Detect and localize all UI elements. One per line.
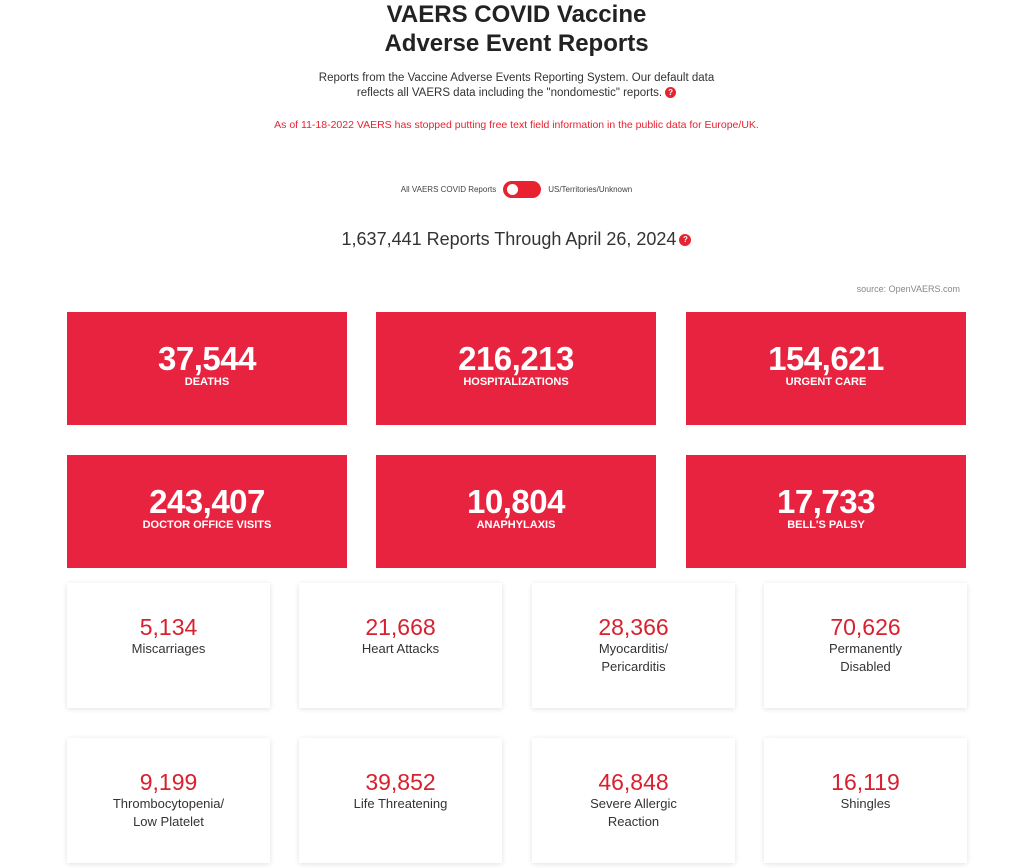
stat-label: URGENT CARE [785, 376, 867, 388]
stat-card-thrombocytopenia[interactable]: 9,199 Thrombocytopenia/ Low Platelet [67, 738, 270, 863]
stat-label: DOCTOR OFFICE VISITS [142, 519, 272, 531]
reports-help-icon[interactable]: ? [679, 234, 692, 247]
help-icon[interactable]: ? [665, 87, 677, 99]
stat-label: BELL'S PALSY [787, 519, 865, 531]
stat-card-severe-allergic-reaction[interactable]: 46,848 Severe Allergic Reaction [532, 738, 735, 863]
stat-card-deaths[interactable]: 37,544 DEATHS [67, 312, 347, 425]
data-source-toggle[interactable] [503, 181, 542, 198]
notice-text: As of 11-18-2022 VAERS has stopped putti… [274, 119, 759, 131]
page-title-line2: Adverse Event Reports [384, 30, 649, 57]
stat-value: 5,134 [139, 614, 198, 640]
stat-card-permanently-disabled[interactable]: 70,626 Permanently Disabled [764, 583, 967, 708]
stat-label: Shingles [840, 796, 891, 811]
stat-value: 243,407 [149, 483, 265, 520]
page-title-line1: VAERS COVID Vaccine [386, 1, 647, 28]
stat-card-hospitalizations[interactable]: 216,213 HOSPITALIZATIONS [376, 312, 656, 425]
stat-value: 28,366 [598, 614, 669, 640]
stat-value: 46,848 [598, 769, 669, 795]
stat-label: Life Threatening [353, 796, 448, 811]
toggle-right-label: US/Territories/Unknown [548, 185, 633, 194]
stat-card-anaphylaxis[interactable]: 10,804 ANAPHYLAXIS [376, 455, 656, 568]
stat-card-life-threatening[interactable]: 39,852 Life Threatening [299, 738, 502, 863]
stat-value: 16,119 [831, 769, 900, 795]
toggle-knob [507, 184, 519, 195]
reports-count: 1,637,441 Reports Through April 26, 2024… [0, 229, 1010, 250]
stat-value: 70,626 [830, 614, 901, 640]
stat-card-urgent-care[interactable]: 154,621 URGENT CARE [686, 312, 966, 425]
stat-value: 9,199 [139, 769, 198, 795]
stat-card-doctor-office-visits[interactable]: 243,407 DOCTOR OFFICE VISITS [67, 455, 347, 568]
stat-value: 39,852 [365, 769, 436, 795]
stat-label: ANAPHYLAXIS [476, 519, 556, 531]
stat-label: DEATHS [184, 376, 230, 388]
stat-card-heart-attacks[interactable]: 21,668 Heart Attacks [299, 583, 502, 708]
stat-value: 10,804 [467, 483, 565, 520]
intro-line1: Reports from the Vaccine Adverse Events … [318, 72, 715, 84]
intro-text: Reports from the Vaccine Adverse Events … [0, 71, 1010, 101]
source-credit: source: OpenVAERS.com [856, 284, 960, 294]
stat-card-myocarditis[interactable]: 28,366 Myocarditis/ Pericarditis [532, 583, 735, 708]
stat-label: HOSPITALIZATIONS [463, 376, 569, 388]
toggle-left-label: All VAERS COVID Reports [400, 185, 497, 194]
stat-value: 17,733 [777, 483, 875, 520]
stat-card-shingles[interactable]: 16,119 Shingles [764, 738, 967, 863]
stat-card-bells-palsy[interactable]: 17,733 BELL'S PALSY [686, 455, 966, 568]
stat-value: 21,668 [365, 614, 436, 640]
stat-label: Heart Attacks [361, 641, 440, 656]
intro-line2: reflects all VAERS data including the "n… [356, 87, 663, 99]
stat-label: Miscarriages [131, 641, 206, 656]
stat-value: 216,213 [458, 340, 574, 377]
reports-count-text: 1,637,441 Reports Through April 26, 2024 [341, 229, 677, 249]
page-title: VAERS COVID Vaccine Adverse Event Report… [0, 0, 1010, 58]
stat-value: 154,621 [768, 340, 884, 377]
stat-label: Permanently Disabled [829, 641, 902, 674]
stat-value: 37,544 [158, 340, 256, 377]
stat-label: Severe Allergic Reaction [590, 796, 677, 829]
stat-card-miscarriages[interactable]: 5,134 Miscarriages [67, 583, 270, 708]
stat-label: Thrombocytopenia/ Low Platelet [112, 796, 225, 829]
data-filter-toggle-row: All VAERS COVID Reports US/Territories/U… [0, 181, 1010, 198]
stat-label: Myocarditis/ Pericarditis [598, 641, 669, 674]
